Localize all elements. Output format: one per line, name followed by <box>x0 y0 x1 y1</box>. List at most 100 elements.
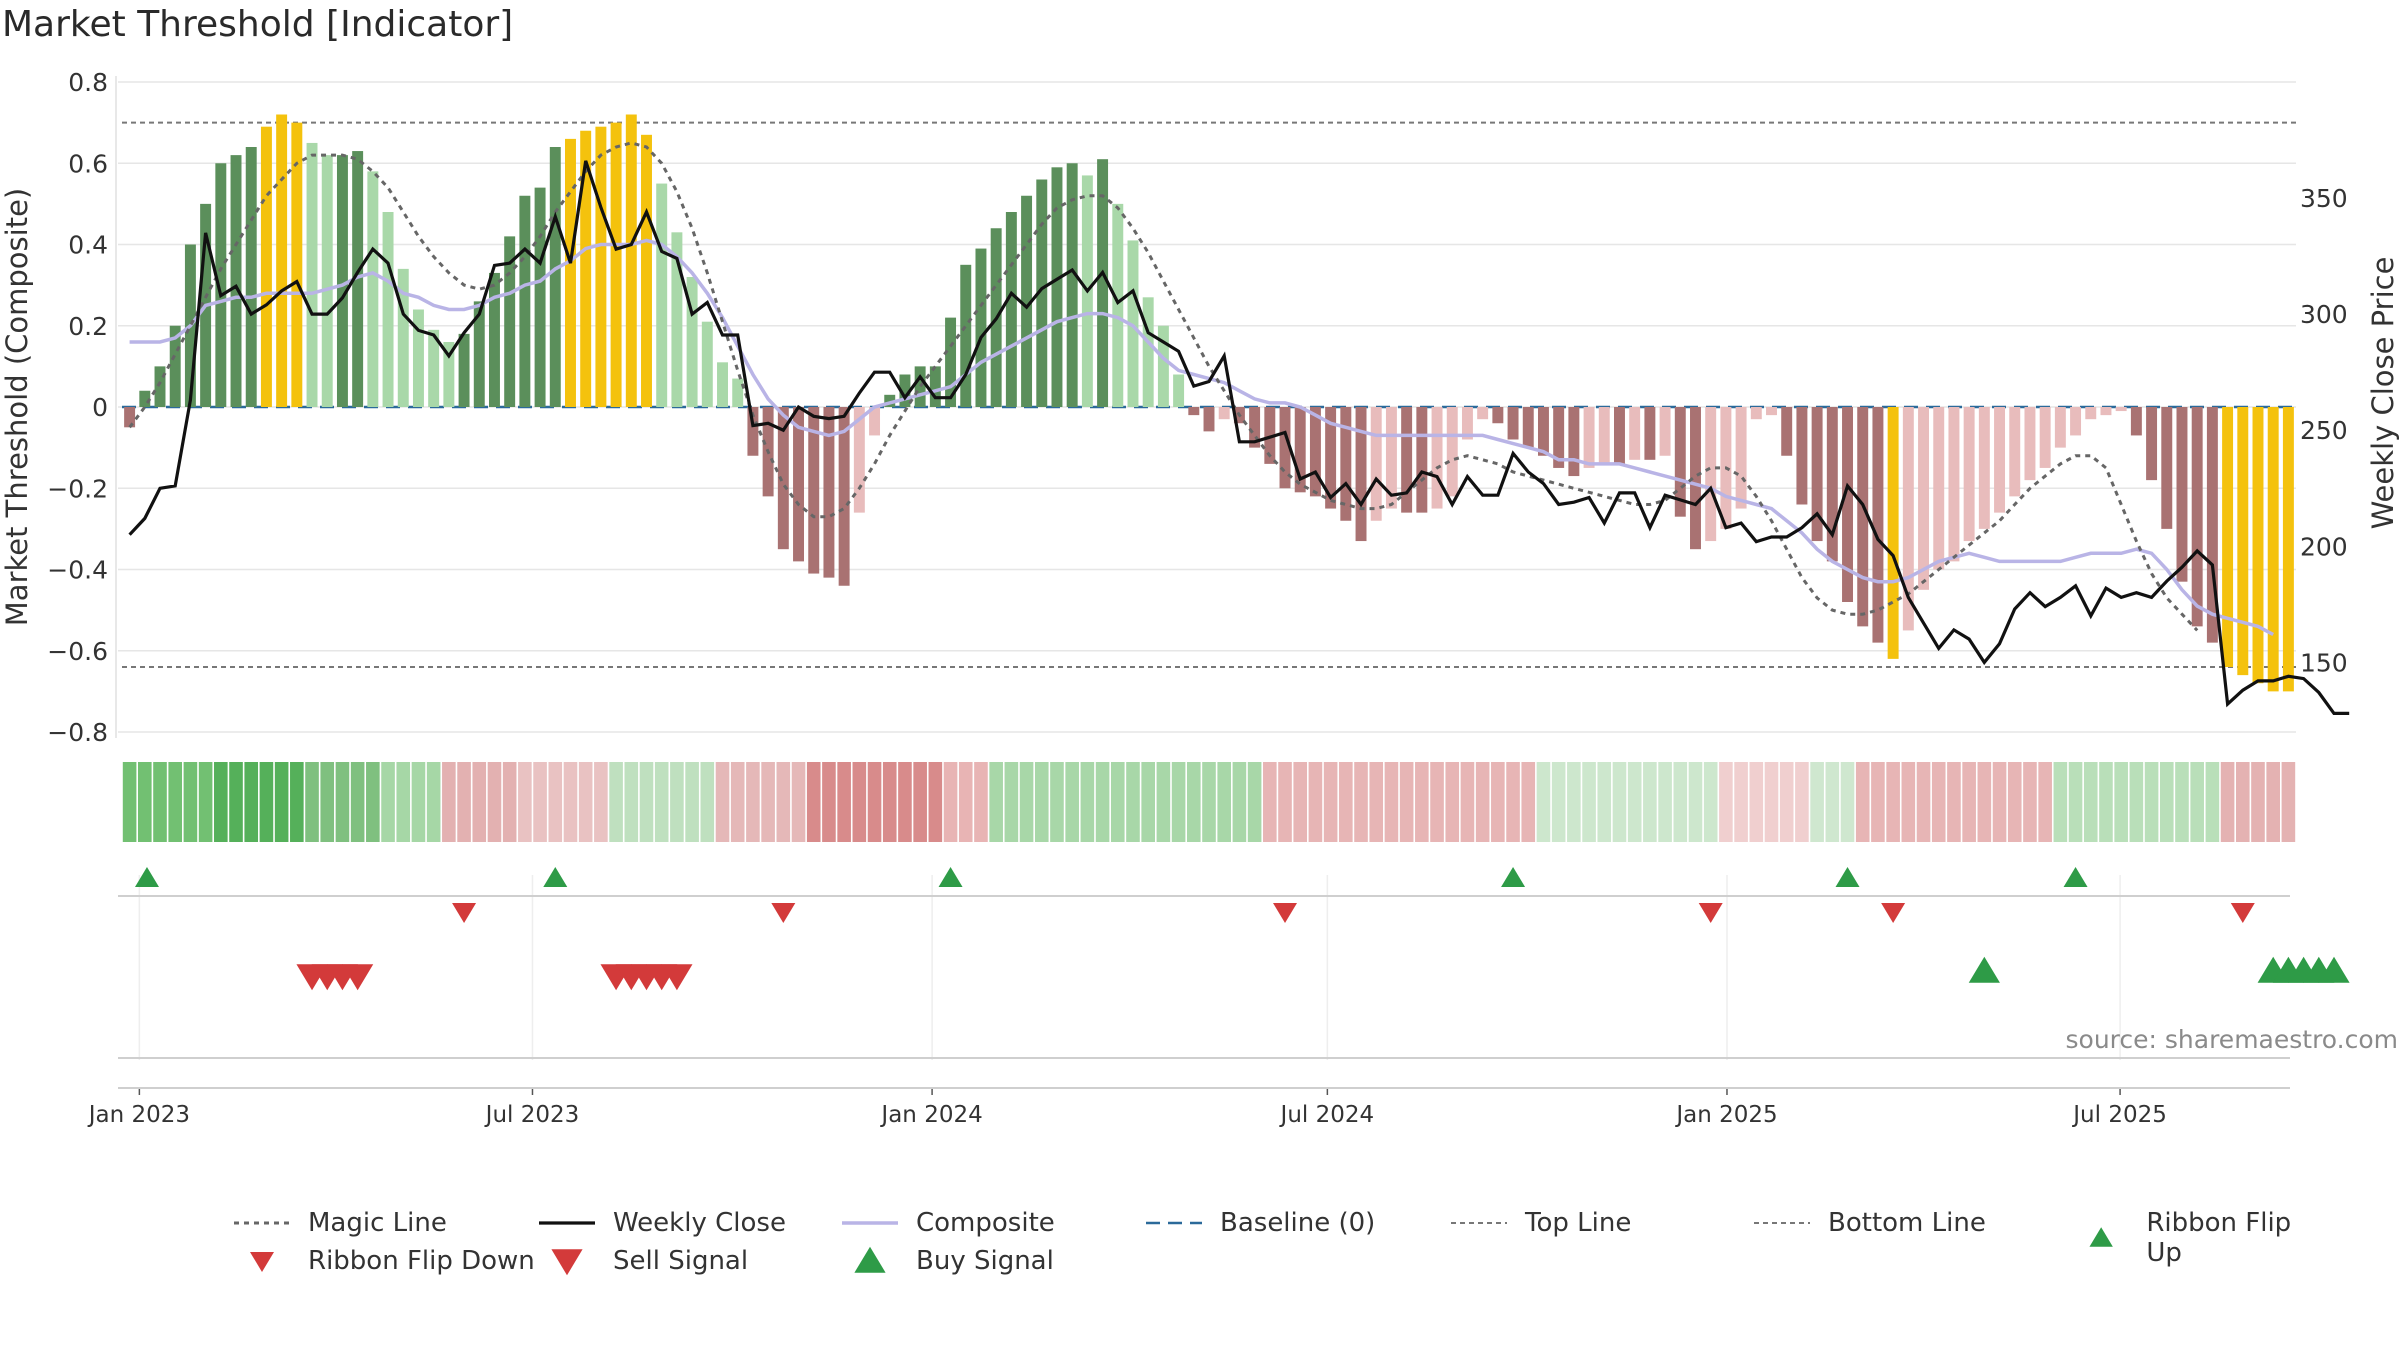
ribbon-cell <box>746 762 760 842</box>
composite-bar <box>656 183 668 407</box>
x-tick-label: Jan 2025 <box>1674 1102 1777 1128</box>
composite-bar <box>428 329 440 407</box>
ribbon-cell <box>882 762 897 842</box>
y-tick-label: 0.8 <box>68 68 108 97</box>
legend-label: Bottom Line <box>1828 1208 1986 1238</box>
ribbon-cell <box>1506 762 1520 842</box>
composite-bar <box>1385 407 1397 509</box>
legend-label: Ribbon Flip Up <box>2146 1208 2292 1268</box>
composite-bar <box>412 309 424 407</box>
composite-bar <box>1507 407 1519 440</box>
composite-bar <box>139 390 151 407</box>
ribbon-cell <box>639 762 654 842</box>
composite-bar <box>1188 407 1200 416</box>
ribbon-cell <box>837 762 851 842</box>
composite-bar <box>1522 407 1534 448</box>
ribbon-cell <box>1415 762 1429 842</box>
ribbon-cell <box>730 762 745 842</box>
buy-signal-marker <box>1968 956 2000 983</box>
composite-bar <box>473 301 485 407</box>
composite-bar <box>625 114 637 407</box>
composite-bar <box>1674 407 1686 517</box>
composite-line <box>129 238 2275 637</box>
ribbon-cell <box>1202 762 1216 842</box>
composite-bar <box>899 374 911 407</box>
ribbon-cell <box>654 762 669 842</box>
ribbon-cell <box>153 762 167 842</box>
legend-item-close: Weekly Close <box>535 1208 786 1238</box>
ribbon-cell <box>913 762 927 842</box>
composite-bar <box>1811 407 1823 542</box>
ribbon-cell <box>852 762 867 842</box>
composite-bar <box>1021 195 1033 407</box>
y-tick-label: −0.8 <box>47 718 108 747</box>
ribbon-flip-up-marker <box>1501 867 1526 887</box>
ribbon-cell <box>2190 762 2204 842</box>
composite-bar <box>1127 240 1139 407</box>
legend-label: Weekly Close <box>613 1208 786 1238</box>
composite-bar <box>1066 163 1078 407</box>
x-tick-label: Jan 2023 <box>87 1102 190 1128</box>
composite-bar <box>397 268 409 407</box>
ribbon-cell <box>335 762 350 842</box>
y2-tick-label: 250 <box>2300 416 2348 445</box>
ribbon-cell <box>563 762 578 842</box>
composite-bar <box>747 407 759 456</box>
ribbon-cell <box>411 762 426 842</box>
ribbon-cell <box>1688 762 1703 842</box>
ribbon-cell <box>2099 762 2113 842</box>
composite-bar <box>1857 407 1869 627</box>
ribbon-cell <box>1521 762 1536 842</box>
composite-bar <box>1537 407 1549 456</box>
composite-bar <box>610 122 622 407</box>
ribbon-cell <box>396 762 411 842</box>
composite-bar <box>1005 212 1017 407</box>
composite-bar <box>884 394 896 407</box>
ribbon-cell <box>1323 762 1338 842</box>
ribbon-flip-down-marker <box>2230 903 2255 923</box>
ribbon-flip-down-marker <box>771 903 796 923</box>
ribbon-cell <box>122 762 137 842</box>
legend: Magic Line Weekly Close Composite Baseline … <box>230 1208 2330 1288</box>
y-tick-label: −0.2 <box>47 474 108 503</box>
ribbon-cell <box>2266 762 2280 842</box>
axes: 0.8 0.6 0.4 0.2 0 −0.2 −0.4 −0.6 −0.8 350 300 250 20… <box>0 68 2400 1128</box>
ribbon-flip-up-marker <box>938 867 963 887</box>
ribbon-cell <box>2053 762 2068 842</box>
ribbon-cell <box>2144 762 2159 842</box>
legend-label: Magic Line <box>308 1208 447 1238</box>
legend-label: Ribbon Flip Down <box>308 1246 535 1276</box>
legend-item-buy: Buy Signal <box>838 1246 1054 1276</box>
ribbon-cell <box>1278 762 1292 842</box>
chart-title: Market Threshold [Indicator] <box>2 4 514 45</box>
composite-bar <box>1173 374 1185 407</box>
composite-bar <box>2267 407 2279 692</box>
ribbon-cell <box>1065 762 1079 842</box>
composite-bar <box>154 366 166 407</box>
composite-bar <box>504 236 516 407</box>
ribbon-cell <box>2023 762 2037 842</box>
composite-bar <box>823 407 835 578</box>
y2-tick-label: 200 <box>2300 532 2348 561</box>
composite-bar <box>2146 407 2158 481</box>
ribbon-cell <box>1263 762 1277 842</box>
ribbon-cell <box>2114 762 2128 842</box>
composite-bar <box>2100 407 2112 416</box>
ribbon-cell <box>822 762 836 842</box>
composite-bar <box>1781 407 1793 456</box>
ribbon-cell <box>578 762 593 842</box>
ribbon-cell <box>989 762 1003 842</box>
x-tick-label: Jul 2023 <box>484 1102 580 1128</box>
composite-bar <box>2085 407 2097 420</box>
composite-bar <box>1994 407 2006 513</box>
legend-label: Composite <box>916 1208 1055 1238</box>
composite-bar <box>777 407 789 550</box>
ribbon-cell <box>1141 762 1155 842</box>
composite-bar <box>1826 407 1838 562</box>
series-lines <box>128 141 2350 716</box>
trend-ribbon <box>122 762 2296 842</box>
composite-bar <box>1583 407 1595 468</box>
composite-bar <box>352 151 364 407</box>
composite-bar <box>215 163 227 407</box>
y-tick-label: 0.4 <box>68 231 108 260</box>
